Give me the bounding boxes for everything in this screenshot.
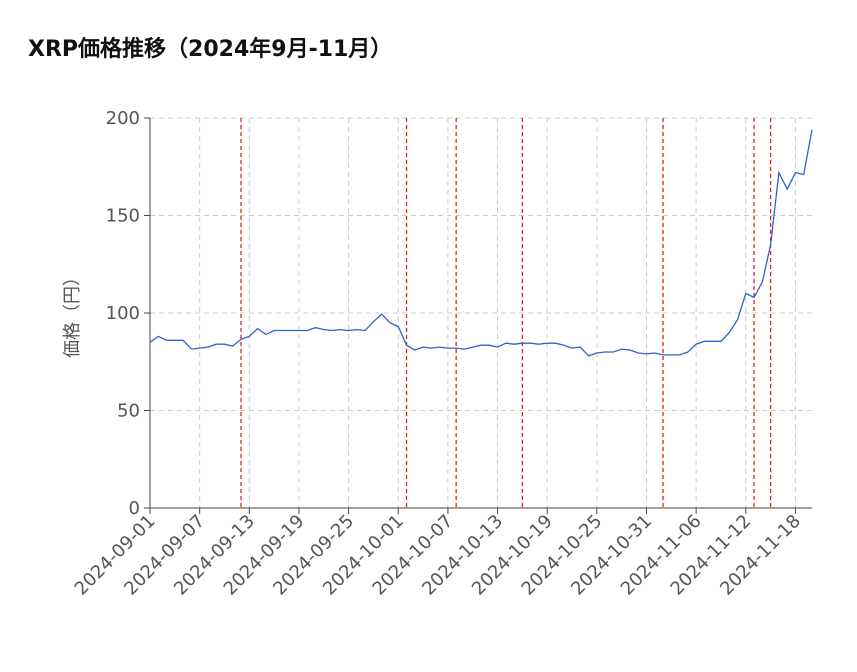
y-tick-label: 150 bbox=[106, 206, 140, 227]
chart-title: XRP価格推移（2024年9月-11月） bbox=[28, 36, 392, 62]
price-line bbox=[149, 129, 813, 357]
y-axis-label: 価格（円） bbox=[62, 268, 83, 358]
y-tick-label: 50 bbox=[117, 401, 140, 422]
y-tick-label: 0 bbox=[129, 498, 140, 519]
y-tick-label: 100 bbox=[106, 303, 140, 324]
y-tick-label: 200 bbox=[106, 108, 140, 129]
